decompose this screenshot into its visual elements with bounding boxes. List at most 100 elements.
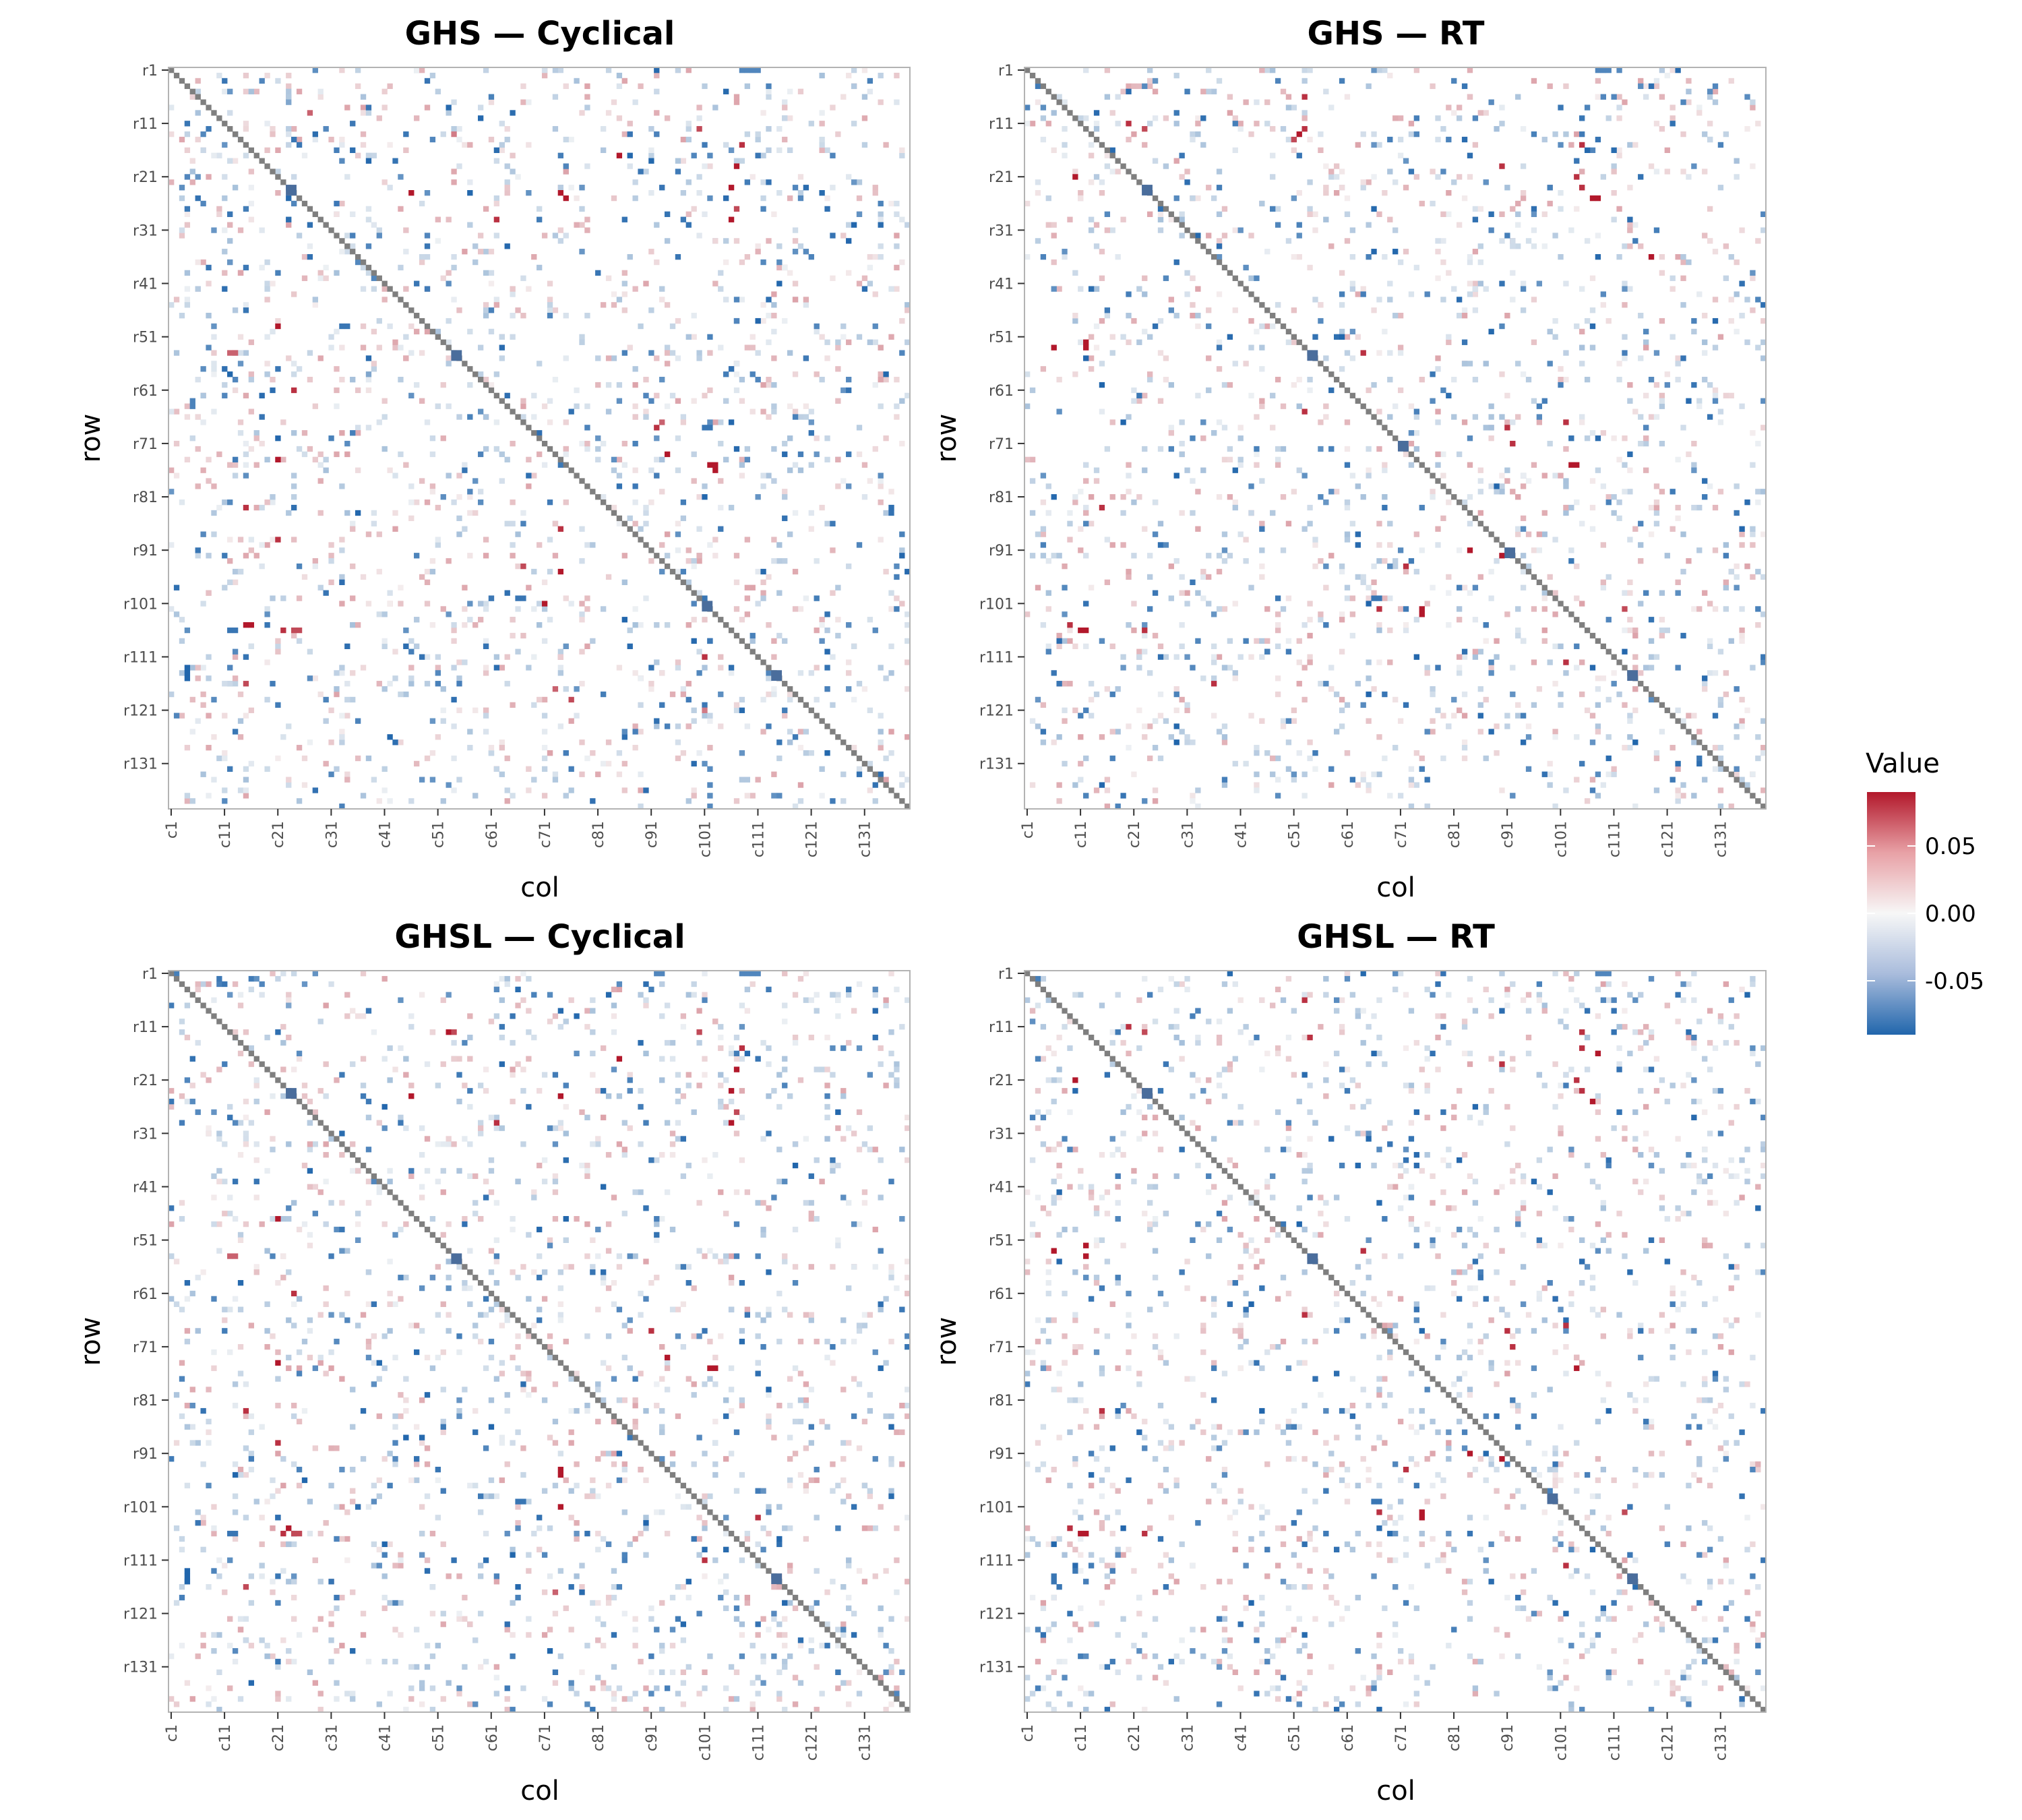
heatmap-cell-faint (1440, 297, 1446, 303)
heatmap-cell-faint (1520, 584, 1527, 590)
heatmap-cell-faint (675, 317, 681, 324)
heatmap-cell-faint (718, 1083, 724, 1089)
heatmap-cell (1206, 323, 1212, 330)
heatmap-cell-faint (537, 206, 543, 212)
heatmap-cell-faint (456, 1056, 462, 1062)
heatmap-cell-faint (1062, 142, 1068, 148)
heatmap-cell-faint (173, 408, 180, 415)
heatmap-cell-faint (771, 355, 777, 361)
heatmap-cell (1349, 777, 1356, 783)
heatmap-cell (702, 760, 708, 767)
heatmap-cell-faint (211, 152, 217, 158)
heatmap-cell-highlight (1648, 253, 1655, 260)
heatmap-cell (654, 473, 660, 479)
heatmap-cell-faint (1461, 745, 1468, 751)
heatmap-cell-faint (429, 558, 436, 564)
x-tick-label: c11 (1073, 821, 1090, 848)
heatmap-cell-faint (541, 712, 548, 719)
heatmap-cell-faint (718, 1189, 724, 1195)
heatmap-cell-faint (547, 419, 553, 425)
heatmap-cell (296, 563, 303, 570)
heatmap-cell-faint (1691, 739, 1697, 746)
heatmap-cell-faint (1552, 643, 1558, 649)
heatmap-cell-faint (467, 222, 473, 228)
heatmap-cell-faint (1323, 414, 1329, 420)
heatmap-cell-faint (243, 1029, 249, 1035)
heatmap-cell-faint (440, 435, 446, 442)
heatmap-cell-faint (1275, 462, 1281, 468)
heatmap-cell-faint (1611, 190, 1617, 196)
heatmap-cell-faint (526, 584, 532, 590)
heatmap-cell-faint (621, 131, 627, 138)
heatmap-cell (830, 798, 836, 804)
heatmap-cell (243, 307, 249, 313)
heatmap-cell-faint (493, 446, 500, 452)
heatmap-cell-faint (1275, 206, 1281, 212)
heatmap-cell-faint (1051, 110, 1057, 116)
heatmap-cell-faint (1376, 211, 1382, 217)
diagonal-cell (611, 510, 617, 516)
heatmap-cell-faint (1707, 382, 1713, 388)
heatmap-cell-faint (515, 307, 521, 313)
heatmap-cell-faint (723, 238, 729, 244)
heatmap-cell-faint (1349, 473, 1356, 479)
heatmap-cell-faint (1270, 755, 1276, 762)
heatmap-cell (616, 483, 623, 489)
heatmap-cell (1237, 227, 1244, 233)
heatmap-cell-faint (376, 798, 382, 804)
heatmap-cell (312, 131, 318, 138)
heatmap-cell (1643, 425, 1649, 431)
heatmap-cell-faint (1307, 739, 1313, 746)
heatmap-cell-faint (1131, 398, 1137, 404)
heatmap-cell-faint (488, 249, 495, 255)
heatmap-cell-faint (477, 1664, 484, 1670)
heatmap-cell-faint (189, 665, 195, 671)
heatmap-cell-faint (808, 526, 814, 532)
heatmap-cell-faint (1184, 702, 1190, 708)
heatmap-cell (1510, 793, 1516, 799)
heatmap-cell-faint (1712, 297, 1719, 303)
heatmap-cell-faint (424, 1445, 431, 1451)
heatmap-cell-faint (1328, 553, 1335, 559)
heatmap-cell-faint (563, 499, 569, 506)
heatmap-cell-faint (1093, 787, 1100, 793)
heatmap-cell-faint (195, 1275, 201, 1281)
heatmap-cell (760, 259, 766, 266)
heatmap-cell-faint (1200, 88, 1206, 94)
heatmap-cell-faint (291, 1323, 297, 1329)
heatmap-cell (1083, 793, 1089, 799)
heatmap-cell-faint (568, 1515, 574, 1521)
heatmap-cell-faint (291, 1301, 297, 1307)
heatmap-cell-faint (189, 696, 195, 703)
diagonal-cell (861, 760, 868, 767)
heatmap-cell-faint (851, 1130, 857, 1136)
heatmap-cell-faint (787, 435, 793, 442)
heatmap-cell-faint (1552, 734, 1558, 740)
heatmap-cell-faint (477, 1130, 484, 1136)
heatmap-cell-faint (1440, 211, 1446, 217)
heatmap-cell-highlight (227, 627, 233, 634)
heatmap-cell-faint (1190, 275, 1196, 281)
diagonal-cell (1237, 280, 1244, 286)
heatmap-cell-faint (1520, 190, 1527, 196)
heatmap-cell-faint (376, 531, 382, 537)
heatmap-cell-faint (1664, 147, 1670, 154)
heatmap-cell (440, 494, 446, 500)
heatmap-cell-faint (1307, 755, 1313, 762)
heatmap-cell-faint (659, 1152, 665, 1158)
heatmap-cell-faint (1702, 131, 1708, 138)
heatmap-cell-faint (211, 408, 217, 415)
heatmap-cell (702, 494, 708, 500)
heatmap-cell-faint (227, 1103, 233, 1110)
heatmap-cell (1589, 665, 1596, 671)
diagonal-cell (414, 313, 420, 319)
heatmap-cell-faint (1627, 627, 1633, 634)
heatmap-cell-faint (222, 787, 228, 793)
heatmap-cell-faint (574, 222, 580, 228)
heatmap-cell-faint (1254, 771, 1260, 777)
heatmap-cell-faint (814, 627, 820, 634)
diagonal-cell (803, 702, 809, 708)
heatmap-cell-faint (270, 1333, 276, 1339)
diagonal-cell (189, 88, 195, 94)
heatmap-cell-faint (685, 334, 692, 340)
